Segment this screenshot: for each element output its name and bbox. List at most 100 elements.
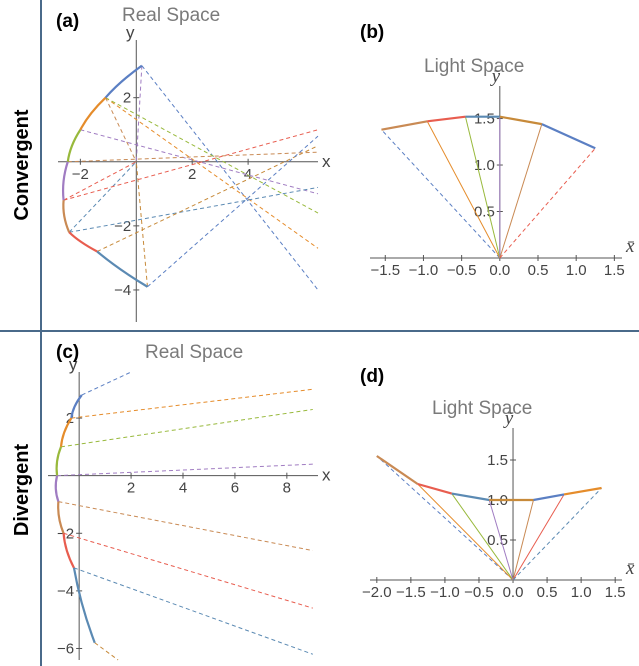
- x-tick-label: 0.5: [537, 584, 558, 601]
- reflected-ray: [105, 97, 319, 214]
- light-curve-segment: [381, 120, 428, 131]
- mirror-segment: [72, 567, 96, 644]
- x-tick-label: 1.5: [604, 262, 625, 279]
- mirror-segment: [55, 446, 63, 476]
- panel-letter-d: (d): [360, 366, 384, 387]
- y-tick-label: −4: [114, 282, 131, 299]
- reflected-ray: [96, 145, 319, 252]
- row-label-convergent: Convergent: [11, 109, 33, 220]
- y-tick-label: 1.5: [474, 111, 495, 128]
- light-curve-segment: [451, 492, 490, 502]
- mirror-segment: [62, 200, 71, 233]
- reflected-ray: [105, 97, 319, 249]
- fan-ray: [451, 493, 514, 581]
- mirror-segment: [96, 250, 149, 288]
- light-curve-segment: [417, 482, 453, 495]
- y-axis-label: ȳ: [503, 408, 514, 429]
- x-tick-label: 6: [231, 480, 239, 497]
- fan-ray: [512, 499, 534, 581]
- reflected-ray: [71, 388, 313, 419]
- x-tick-label: 1.0: [571, 584, 592, 601]
- light-curve-segment: [541, 123, 596, 150]
- reflected-ray: [57, 463, 313, 477]
- reflected-ray: [141, 65, 319, 291]
- mirror-segment: [59, 417, 73, 447]
- reflected-ray: [63, 532, 313, 609]
- x-axis-label: x̄: [625, 558, 635, 579]
- light-curve-segment: [499, 115, 543, 126]
- fan-ray: [512, 487, 602, 581]
- x-tick-label: −1.5: [370, 262, 400, 279]
- x-tick-label: −0.5: [447, 262, 477, 279]
- panel-title-d: Light Space: [432, 398, 532, 419]
- panel-d-light-space-divergent: −2.0 −1.5 −1.0 −0.5 0.0 0.5 1.0 1.50.51.01.5x̄ȳ: [362, 408, 635, 601]
- row-label-divergent: Divergent: [11, 444, 33, 537]
- y-axis-label: ȳ: [490, 66, 501, 87]
- reflected-ray: [60, 408, 313, 448]
- focal-ray: [135, 161, 148, 287]
- mirror-segment: [70, 394, 83, 419]
- reflected-ray: [69, 186, 319, 233]
- mirror-segment: [62, 533, 75, 569]
- y-tick-label: −6: [57, 640, 74, 657]
- fan-ray: [417, 483, 514, 581]
- reflected-ray: [73, 567, 313, 655]
- y-tick-label: 1.0: [474, 157, 495, 174]
- y-tick-label: 0.5: [474, 204, 495, 221]
- mirror-segment: [104, 64, 143, 99]
- y-axis-label: y: [126, 23, 135, 42]
- x-tick-label: 0.0: [503, 584, 524, 601]
- x-tick-label: −1.5: [396, 584, 426, 601]
- x-axis-label: x̄: [625, 236, 635, 257]
- mirror-segment: [54, 475, 60, 502]
- fan-ray: [512, 494, 565, 581]
- x-axis-label: x: [322, 466, 331, 485]
- mirror-segment: [79, 96, 107, 131]
- reflected-ray: [80, 129, 319, 195]
- light-curve-segment: [533, 493, 565, 502]
- x-tick-label: −1.0: [430, 584, 460, 601]
- reflected-ray: [94, 642, 119, 661]
- fan-ray: [381, 129, 501, 259]
- light-curve-segment: [427, 115, 466, 123]
- panel-title-b: Light Space: [424, 56, 524, 77]
- mirror-segment: [66, 129, 82, 162]
- panel-letter-c: (c): [56, 342, 79, 363]
- fan-ray: [426, 121, 501, 259]
- panel-letter-b: (b): [360, 22, 384, 43]
- y-tick-label: −2: [114, 218, 131, 235]
- x-tick-label: 2: [127, 480, 135, 497]
- y-tick-label: 0.5: [487, 532, 508, 549]
- fan-ray: [376, 455, 514, 581]
- panel-title-c: Real Space: [145, 342, 243, 363]
- x-tick-label: −2.0: [362, 584, 392, 601]
- y-axis-label: y: [69, 355, 78, 374]
- x-tick-label: 0.5: [528, 262, 549, 279]
- panel-title-a: Real Space: [122, 5, 220, 26]
- focal-ray: [135, 65, 143, 162]
- y-tick-label: 1.5: [487, 452, 508, 469]
- x-tick-label: 8: [283, 480, 291, 497]
- fan-ray: [464, 116, 501, 259]
- x-tick-label: −1.0: [409, 262, 439, 279]
- focal-ray: [68, 161, 137, 233]
- fan-ray: [499, 147, 596, 259]
- panel-a-real-space-convergent: −2 2 4 −4 −2 2 x y: [58, 23, 331, 322]
- fan-ray: [488, 499, 514, 581]
- reflected-ray: [67, 151, 319, 163]
- fan-ray: [499, 123, 543, 259]
- light-curve-segment: [563, 486, 602, 496]
- x-tick-label: 2: [188, 166, 196, 183]
- reflected-ray: [63, 129, 319, 201]
- light-curve-segment: [376, 455, 419, 485]
- x-axis-label: x: [322, 152, 331, 171]
- x-tick-label: −2: [72, 166, 89, 183]
- reflected-ray: [147, 135, 319, 288]
- x-tick-label: 1.5: [605, 584, 626, 601]
- panel-letter-a: (a): [56, 11, 79, 32]
- reflected-ray: [81, 371, 132, 396]
- x-tick-label: 1.0: [566, 262, 587, 279]
- reflected-ray: [58, 501, 313, 552]
- y-tick-label: −4: [57, 583, 74, 600]
